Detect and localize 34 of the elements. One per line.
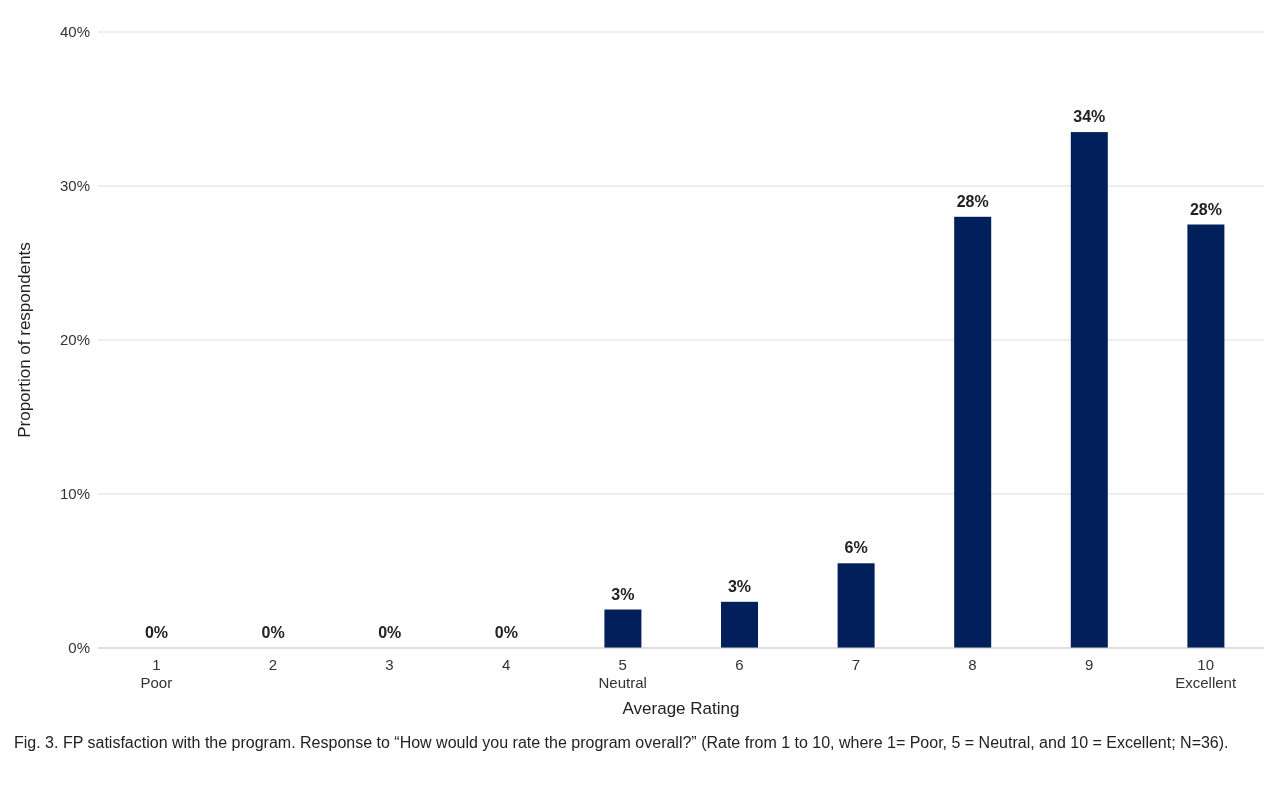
- y-tick-label: 10%: [59, 485, 90, 503]
- data-label: 3%: [611, 585, 635, 603]
- x-tick-label: 3: [385, 656, 394, 673]
- data-label: 3%: [727, 577, 752, 595]
- data-label: 28%: [1189, 200, 1222, 218]
- x-tick-label: 10 Excellent: [1175, 656, 1237, 691]
- x-tick-label: 7: [851, 656, 861, 673]
- x-tick-label: 5 Neutral: [598, 656, 647, 691]
- data-label: 28%: [956, 192, 989, 210]
- x-axis-title: Average Rating: [622, 699, 740, 718]
- data-label: 0%: [144, 624, 169, 641]
- x-tick-label: 1 Poor: [140, 656, 173, 691]
- x-tick-label: 6: [735, 656, 744, 673]
- x-tick-label: 9: [1084, 656, 1094, 673]
- data-label: 0%: [378, 624, 402, 641]
- y-tick-label: 30%: [59, 177, 90, 195]
- bar: [1070, 132, 1108, 648]
- data-label: 0%: [494, 624, 518, 641]
- bar: [954, 216, 992, 648]
- y-tick-label: 40%: [59, 23, 90, 41]
- y-tick-label: 20%: [59, 331, 90, 349]
- bar: [837, 563, 875, 648]
- data-label: 34%: [1073, 108, 1106, 126]
- bar: [1187, 224, 1225, 648]
- y-axis-title: Proportion of respondents: [15, 242, 35, 438]
- data-label: 6%: [844, 539, 868, 557]
- data-label: 0%: [261, 624, 285, 641]
- bar: [721, 601, 758, 648]
- caption: Fig. 3. FP satisfaction with the program. Response to “How would you rate the program overall?” (Rate from 1 to 10, where 1= Poor, 5 = Neutral, and 10 = Excellent; N=36).: [13, 733, 1230, 753]
- y-tick-label: 0%: [68, 639, 90, 657]
- bar: [604, 609, 642, 648]
- x-tick-label: 8: [968, 656, 977, 673]
- x-tick-label: 2: [268, 656, 278, 673]
- x-tick-label: 4: [501, 656, 511, 673]
